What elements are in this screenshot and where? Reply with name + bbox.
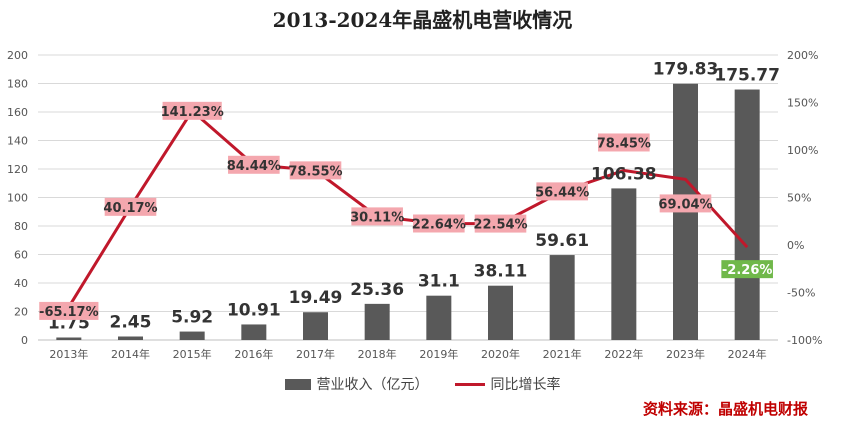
revenue-bar (488, 285, 513, 340)
bar-value-label: 5.92 (171, 308, 213, 328)
revenue-bar (549, 255, 575, 340)
x-tick-label: 2022年 (604, 347, 643, 361)
chart-title: 2013-2024年晶盛机电营收情况 (272, 8, 573, 32)
growth-label: 56.44% (535, 185, 589, 200)
revenue-bar (426, 295, 452, 340)
left-tick-label: 180 (7, 78, 28, 91)
growth-label: 78.45% (597, 136, 651, 151)
revenue-bar (241, 324, 267, 340)
bar-value-label: 179.83 (653, 60, 719, 80)
revenue-bar (56, 337, 82, 340)
left-tick-label: 200 (7, 49, 28, 62)
growth-label: 22.54% (473, 218, 527, 233)
growth-label-box (351, 207, 403, 226)
growth-label: 30.11% (350, 210, 404, 225)
left-tick-label: 80 (14, 220, 28, 233)
growth-label: 22.64% (412, 217, 466, 232)
right-tick-label: 100% (787, 144, 818, 157)
legend-swatch-line (454, 382, 485, 386)
bars (56, 83, 760, 341)
growth-label-box (721, 260, 773, 279)
revenue-bar (118, 336, 143, 340)
revenue-bar (611, 188, 637, 340)
growth-label-box (104, 197, 157, 216)
growth-label-box (39, 301, 99, 320)
x-tick-label: 2018年 (358, 347, 397, 361)
x-tick-label: 2017年 (296, 347, 335, 361)
legend-label-revenue: 营业收入（亿元） (316, 377, 429, 393)
legend: 营业收入（亿元） 同比增长率 (0, 374, 845, 394)
left-tick-label: 140 (7, 135, 28, 148)
growth-label: -2.26% (722, 263, 773, 278)
x-tick-label: 2024年 (728, 347, 767, 361)
gridlines (38, 54, 778, 341)
growth-label-box (536, 182, 588, 201)
left-tick-label: 120 (7, 163, 28, 176)
revenue-bar (364, 303, 390, 340)
bar-value-label: 175.77 (714, 66, 780, 86)
growth-label: -65.17% (39, 305, 99, 320)
bar-value-label: 31.1 (418, 272, 460, 292)
growth-label-box (228, 155, 280, 174)
growth-label-box (162, 101, 222, 120)
left-axis: 0 20 40 60 80 100 120 140 160 180 200 (7, 49, 28, 347)
growth-label-box (413, 214, 465, 233)
growth-label-box (474, 214, 527, 233)
growth-label-box (659, 194, 712, 213)
x-tick-label: 2015年 (173, 347, 212, 361)
right-axis: -100% -50% 0% 50% 100% 150% 200% (787, 49, 822, 347)
growth-line-path (67, 109, 749, 308)
growth-label: 40.17% (103, 201, 157, 216)
right-tick-label: 200% (787, 49, 818, 62)
left-tick-label: 160 (7, 106, 28, 119)
x-tick-label: 2023年 (666, 347, 705, 361)
right-tick-label: -100% (787, 334, 822, 347)
left-tick-label: 0 (21, 334, 28, 347)
x-axis: 2013年 2014年 2015年 2016年 2017年 2018年 2019年 2020年… (38, 339, 778, 361)
legend-swatch-bar (284, 378, 311, 390)
growth-label: 69.04% (658, 197, 712, 212)
right-tick-label: -50% (787, 287, 815, 300)
growth-label-box (598, 133, 650, 152)
revenue-bar (179, 331, 205, 340)
revenue-bar (303, 312, 328, 340)
x-tick-label: 2013年 (49, 347, 88, 361)
x-tick-label: 2021年 (543, 347, 582, 361)
x-tick-label: 2016年 (234, 347, 273, 361)
bar-value-label: 59.61 (535, 231, 589, 251)
bar-value-label: 25.36 (350, 280, 404, 300)
x-tick-label: 2020年 (481, 347, 520, 361)
growth-label-box (289, 161, 342, 180)
left-tick-label: 20 (14, 306, 28, 319)
left-tick-label: 40 (14, 277, 28, 290)
growth-label: 78.55% (288, 164, 342, 179)
left-tick-label: 100 (7, 192, 28, 205)
bar-value-label: 2.45 (110, 313, 152, 333)
bar-value-label: 10.91 (227, 300, 281, 320)
growth-line (67, 109, 749, 308)
x-tick-label: 2019年 (419, 347, 458, 361)
left-tick-label: 60 (14, 249, 28, 262)
right-tick-label: 50% (787, 192, 811, 205)
bar-value-label: 38.11 (474, 262, 528, 282)
revenue-bar (734, 89, 760, 341)
legend-item-growth: 同比增长率 (454, 374, 561, 394)
growth-label: 84.44% (227, 159, 281, 174)
growth-label: 141.23% (161, 105, 224, 120)
right-tick-label: 150% (787, 97, 818, 110)
legend-item-revenue: 营业收入（亿元） (284, 374, 429, 394)
bar-value-label: 106.38 (591, 164, 657, 184)
x-tick-label: 2014年 (111, 347, 150, 361)
legend-label-growth: 同比增长率 (490, 377, 561, 393)
bar-value-label: 19.49 (289, 288, 343, 308)
source-note: 资料来源：晶盛机电财报 (642, 400, 808, 418)
right-tick-label: 0% (787, 239, 804, 252)
